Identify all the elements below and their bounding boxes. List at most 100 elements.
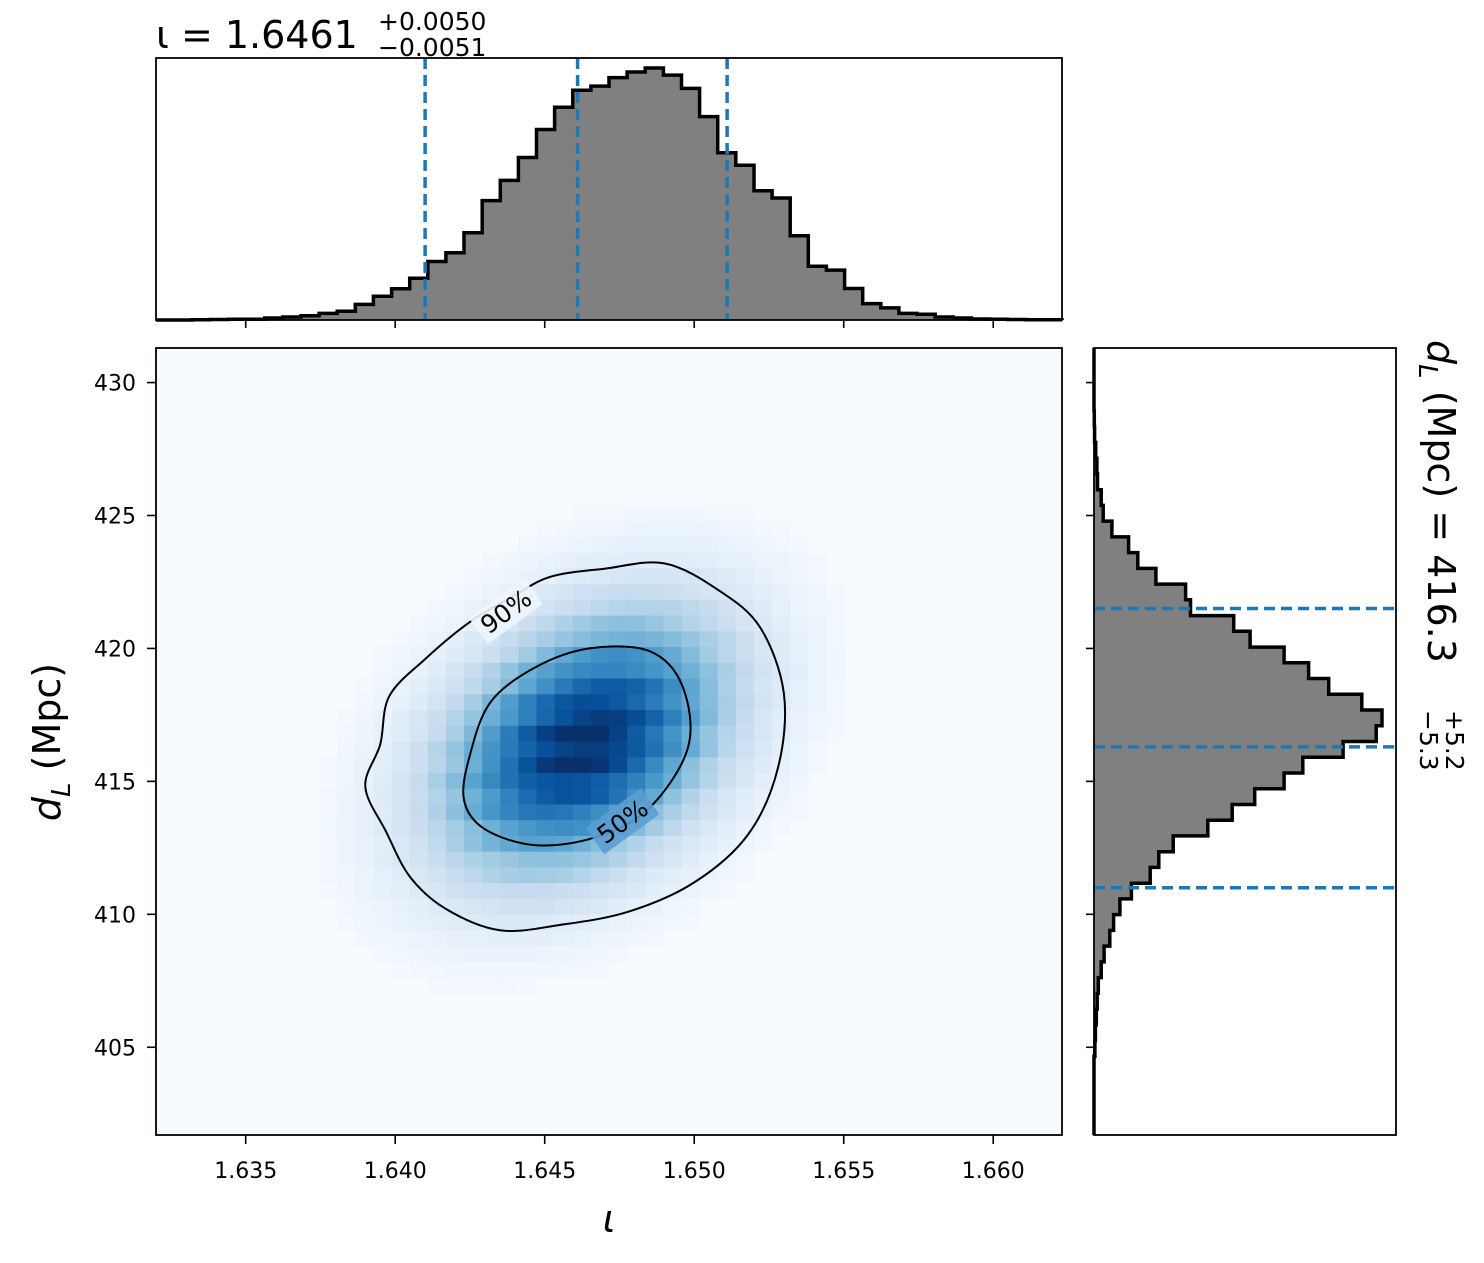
heatmap-cell xyxy=(572,725,592,743)
heatmap-cell xyxy=(590,678,610,695)
heatmap-cell xyxy=(826,631,846,648)
heatmap-cell xyxy=(645,662,664,680)
heatmap-cell xyxy=(355,788,375,806)
heatmap-cell xyxy=(609,505,628,522)
heatmap-cell xyxy=(482,804,501,821)
heatmap-cell xyxy=(808,584,828,601)
heatmap-cell xyxy=(627,851,646,869)
heatmap-cell xyxy=(699,788,719,806)
heatmap-cell xyxy=(391,710,411,727)
svg-text:dL (Mpc) = 416.3: dL (Mpc) = 416.3 xyxy=(1412,340,1463,663)
heatmap-cell xyxy=(554,757,574,774)
heatmap-cell xyxy=(753,536,773,554)
heatmap-cell xyxy=(572,521,592,538)
y-tick-label: 405 xyxy=(94,1036,136,1061)
heatmap-cell xyxy=(482,568,501,585)
heatmap-cell xyxy=(536,961,556,979)
heatmap-cell xyxy=(391,772,411,790)
heatmap-cell xyxy=(590,961,610,979)
heatmap-cell xyxy=(409,662,429,680)
heatmap-cell xyxy=(609,662,628,680)
heatmap-cell xyxy=(790,599,809,617)
heatmap-cell xyxy=(790,552,809,569)
heatmap-cell xyxy=(536,788,556,806)
heatmap-cell xyxy=(645,741,664,758)
heatmap-cell xyxy=(427,710,447,727)
heatmap-cell xyxy=(445,772,465,790)
heatmap-cell xyxy=(445,820,465,837)
heatmap-cell xyxy=(482,741,501,758)
heatmap-cell xyxy=(609,521,628,538)
heatmap-cell xyxy=(482,788,501,806)
heatmap-cell xyxy=(572,930,592,947)
heatmap-cell xyxy=(536,883,556,900)
heatmap-cell xyxy=(355,898,375,916)
heatmap-cell xyxy=(645,631,664,648)
heatmap-cell xyxy=(753,820,773,837)
heatmap-cell xyxy=(464,820,483,837)
heatmap-cell xyxy=(373,647,393,664)
heatmap-cell xyxy=(790,788,809,806)
heatmap-cell xyxy=(699,820,719,837)
heatmap-cell xyxy=(681,568,701,585)
heatmap-cell xyxy=(427,835,447,853)
heatmap-cell xyxy=(663,883,683,900)
heatmap-cell xyxy=(663,835,683,853)
heatmap-cell xyxy=(627,678,646,695)
heatmap-cell xyxy=(427,725,447,743)
heatmap-cell xyxy=(627,883,646,900)
heatmap-cell xyxy=(645,772,664,790)
heatmap-cell xyxy=(536,946,556,963)
heatmap-cell xyxy=(590,631,610,648)
heatmap-cell xyxy=(717,804,737,821)
heatmap-cell xyxy=(735,552,755,569)
heatmap-cell xyxy=(482,930,501,947)
heatmap-cell xyxy=(536,521,556,538)
heatmap-cell xyxy=(337,772,356,790)
heatmap-cell xyxy=(337,867,356,884)
heatmap-cell xyxy=(699,568,719,585)
heatmap-cell xyxy=(464,851,483,869)
heatmap-cell xyxy=(808,725,828,743)
heatmap-cell xyxy=(717,615,737,632)
heatmap-cell xyxy=(554,631,574,648)
heatmap-cell xyxy=(464,631,483,648)
heatmap-cell xyxy=(319,851,338,869)
heatmap-cell xyxy=(572,615,592,632)
heatmap-cell xyxy=(790,757,809,774)
heatmap-cell xyxy=(663,741,683,758)
heatmap-cell xyxy=(645,615,664,632)
heatmap-cell xyxy=(753,835,773,853)
contour-label-gap xyxy=(585,788,660,855)
heatmap-cell xyxy=(609,741,628,758)
heatmap-cell xyxy=(681,772,701,790)
heatmap-cell xyxy=(609,725,628,743)
heatmap-cell xyxy=(536,851,556,869)
heatmap-cell xyxy=(500,725,519,743)
heatmap-cell xyxy=(663,757,683,774)
heatmap-cell xyxy=(518,977,538,994)
heatmap-cell xyxy=(536,536,556,554)
heatmap-cell xyxy=(645,710,664,727)
heatmap-cell xyxy=(409,631,429,648)
heatmap-cell xyxy=(717,741,737,758)
x-tick-label: 1.650 xyxy=(663,1159,726,1184)
heatmap-cell xyxy=(337,788,356,806)
heatmap-cell xyxy=(409,883,429,900)
heatmap-cell xyxy=(464,772,483,790)
heatmap-cell xyxy=(536,898,556,916)
heatmap-cell xyxy=(663,788,683,806)
right-histogram-fill xyxy=(1094,348,1382,1135)
heatmap-cell xyxy=(681,835,701,853)
heatmap-cell xyxy=(663,599,683,617)
heatmap-cell xyxy=(391,725,411,743)
heatmap-cell xyxy=(572,678,592,695)
heatmap-cell xyxy=(717,710,737,727)
heatmap-cell xyxy=(717,772,737,790)
heatmap-cell xyxy=(554,615,574,632)
heatmap-cell xyxy=(445,883,465,900)
heatmap-cell xyxy=(735,505,755,522)
heatmap-cell xyxy=(772,662,791,680)
heatmap-cell xyxy=(554,851,574,869)
heatmap-cell xyxy=(391,804,411,821)
